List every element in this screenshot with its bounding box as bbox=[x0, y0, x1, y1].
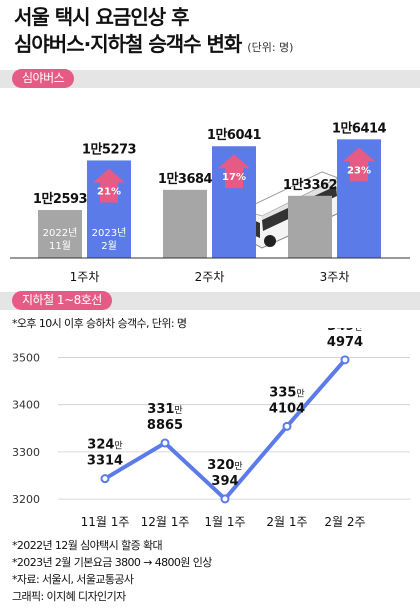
point-label-bottom-5: 4974 bbox=[327, 335, 363, 350]
bar-label-2022-2: 1만3684 bbox=[158, 171, 213, 187]
footnote-4: 그래픽: 이지혜 디자인기자 bbox=[12, 590, 126, 603]
bar-label-2023-1: 1만5273 bbox=[82, 141, 137, 157]
bar-2022-2 bbox=[163, 189, 207, 258]
bus-bar-chart: 1만2593 1만5273 21% 1주차 1만3684 1만6041 17% 2주차 1만33… bbox=[10, 120, 410, 284]
point-label-bottom-4: 4104 bbox=[269, 401, 305, 416]
category-label-3: 3주차 bbox=[320, 270, 350, 284]
bar-label-2022-1: 1만2593 bbox=[33, 191, 88, 207]
point-label-bottom-3: 394 bbox=[211, 474, 238, 489]
point-5 bbox=[340, 355, 350, 365]
subway-note: *오후 10시 이후 승하차 승객수, 단위: 명 bbox=[12, 317, 187, 330]
point-label-top-4: 335만 bbox=[269, 385, 304, 400]
legend-2022-month: 11월 bbox=[49, 240, 71, 252]
point-label-top-3: 320만 bbox=[207, 458, 242, 473]
footnote-3: *자료: 서울시, 서울교통공사 bbox=[12, 573, 134, 586]
x-label-5: 2월 2주 bbox=[324, 515, 365, 529]
point-label-top-2: 331만 bbox=[147, 402, 182, 417]
increase-arrow-3 bbox=[343, 147, 375, 182]
title-unit: (단위: 명) bbox=[247, 41, 294, 54]
point-3 bbox=[220, 494, 230, 504]
bar-label-2023-3: 1만6414 bbox=[332, 120, 387, 136]
legend-2022-year: 2022년 bbox=[43, 227, 78, 239]
section-band-bus bbox=[0, 70, 420, 88]
change-pct-3: 23% bbox=[347, 165, 371, 176]
point-label-bottom-2: 8865 bbox=[147, 418, 183, 433]
section-label-subway: 지하철 1~8호선 bbox=[12, 291, 112, 310]
point-4 bbox=[282, 421, 292, 431]
bar-label-2022-3: 1만3362 bbox=[283, 177, 337, 193]
change-pct-2: 17% bbox=[222, 172, 246, 183]
increase-arrow-1 bbox=[93, 168, 125, 203]
footnote-2: *2023년 2월 기본요금 3800 → 4800원 인상 bbox=[12, 556, 212, 569]
y-tick-3200: 3200 bbox=[12, 493, 40, 506]
y-tick-3500: 3500 bbox=[12, 351, 40, 364]
section-label-bus: 심야버스 bbox=[12, 69, 75, 88]
bar-2022-3 bbox=[288, 195, 332, 258]
increase-arrow-2 bbox=[218, 154, 250, 189]
x-label-1: 11월 1주 bbox=[81, 515, 130, 529]
legend-2023-year: 2023년 bbox=[92, 227, 127, 239]
category-label-2: 2주차 bbox=[195, 270, 225, 284]
footnote-1: *2022년 12월 심야택시 할증 확대 bbox=[12, 539, 163, 552]
point-label-top-5: 349만 bbox=[327, 328, 362, 334]
change-pct-1: 21% bbox=[97, 186, 121, 197]
x-label-3: 1월 1주 bbox=[204, 515, 245, 529]
x-label-4: 2월 1주 bbox=[266, 515, 307, 529]
y-tick-3400: 3400 bbox=[12, 399, 40, 412]
point-label-top-1: 324만 bbox=[87, 438, 122, 453]
title-line-2: 심야버스·지하철 승객수 변화 bbox=[14, 32, 242, 56]
title-line-1: 서울 택시 요금인상 후 bbox=[14, 5, 190, 29]
chart-title: 서울 택시 요금인상 후 심야버스·지하철 승객수 변화 (단위: 명) bbox=[14, 4, 293, 61]
y-tick-3300: 3300 bbox=[12, 446, 40, 459]
point-2 bbox=[160, 438, 170, 448]
point-1 bbox=[100, 474, 110, 484]
category-label-1: 1주차 bbox=[70, 270, 100, 284]
bar-2022-1 bbox=[38, 210, 82, 258]
point-label-bottom-1: 3314 bbox=[87, 454, 123, 469]
legend-2023-month: 2월 bbox=[101, 240, 117, 252]
bar-label-2023-2: 1만6041 bbox=[207, 127, 262, 143]
x-label-2: 12월 1주 bbox=[141, 515, 190, 529]
